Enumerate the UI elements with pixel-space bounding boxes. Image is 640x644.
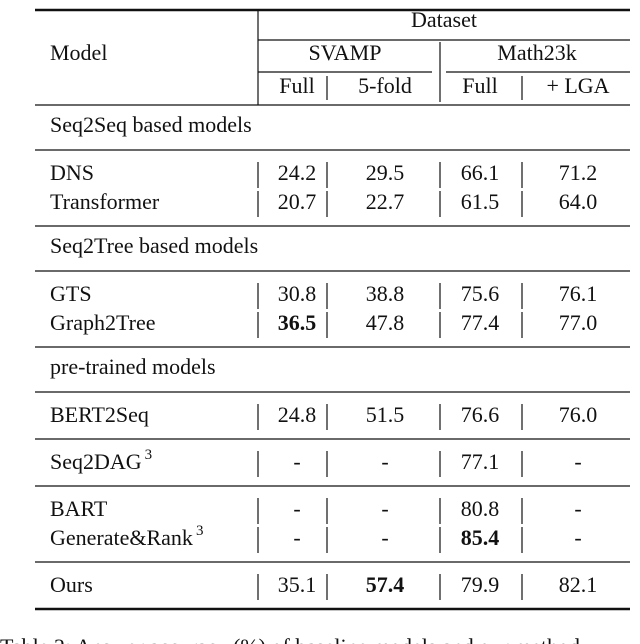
cell-value: 51.5 [366, 402, 405, 427]
cell-value: - [381, 525, 388, 550]
model-name: Graph2Tree [50, 310, 156, 335]
cell-value: - [293, 496, 300, 521]
cell-value: 77.0 [559, 310, 598, 335]
model-name: BART [50, 496, 108, 521]
model-name: Ours [50, 572, 93, 597]
model-name: Generate&Rank 3 [50, 523, 203, 550]
cell-value: 61.5 [461, 189, 500, 214]
model-label: BART [50, 496, 108, 521]
model-label: Ours [50, 572, 93, 597]
cell-value: 71.2 [559, 160, 598, 185]
cell-value: 77.4 [461, 310, 500, 335]
model-label: BERT2Seq [50, 402, 149, 427]
cell-value: 79.9 [461, 572, 500, 597]
cell-value: 85.4 [461, 525, 500, 550]
section-title: Seq2Tree based models [50, 233, 258, 258]
column-header: + LGA [546, 73, 609, 98]
footnote-mark: 3 [145, 447, 153, 463]
cell-value: 77.1 [461, 449, 500, 474]
cell-value: - [293, 449, 300, 474]
cell-value: - [381, 449, 388, 474]
model-label: DNS [50, 160, 94, 185]
model-label: Seq2DAG [50, 449, 142, 474]
column-header: Full [279, 73, 314, 98]
cell-value: 38.8 [366, 281, 405, 306]
cell-value: 36.5 [278, 310, 317, 335]
group-header: SVAMP [309, 40, 382, 65]
model-name: BERT2Seq [50, 402, 149, 427]
cell-value: 22.7 [366, 189, 405, 214]
cell-value: 75.6 [461, 281, 500, 306]
cell-value: 24.8 [278, 402, 317, 427]
cell-value: 29.5 [366, 160, 405, 185]
cell-value: 30.8 [278, 281, 317, 306]
cell-value: - [293, 525, 300, 550]
cell-value: - [574, 449, 581, 474]
cell-value: 66.1 [461, 160, 500, 185]
caption: Table 2: Answer accuracy (%) of baseline… [0, 634, 580, 644]
group-header: Math23k [497, 40, 576, 65]
cell-value: 76.1 [559, 281, 598, 306]
cell-value: 35.1 [278, 572, 317, 597]
cell-value: 57.4 [366, 572, 405, 597]
model-name: GTS [50, 281, 92, 306]
model-label: GTS [50, 281, 92, 306]
cell-value: 76.6 [461, 402, 500, 427]
cell-value: 82.1 [559, 572, 598, 597]
model-label: Generate&Rank [50, 525, 193, 550]
model-header: Model [50, 40, 107, 65]
cell-value: 20.7 [278, 189, 317, 214]
section-title: pre-trained models [50, 354, 216, 379]
footnote-mark: 3 [196, 523, 204, 539]
cell-value: 80.8 [461, 496, 500, 521]
cell-value: - [381, 496, 388, 521]
column-header: 5-fold [358, 73, 412, 98]
cell-value: - [574, 496, 581, 521]
cell-value: 76.0 [559, 402, 598, 427]
cell-value: 47.8 [366, 310, 405, 335]
model-label: Transformer [50, 189, 160, 214]
model-name: DNS [50, 160, 94, 185]
dataset-header: Dataset [411, 7, 477, 32]
section-title: Seq2Seq based models [50, 112, 252, 137]
cell-value: 64.0 [559, 189, 598, 214]
cell-value: - [574, 525, 581, 550]
cell-value: 24.2 [278, 160, 317, 185]
column-header: Full [462, 73, 497, 98]
model-name: Transformer [50, 189, 160, 214]
model-name: Seq2DAG 3 [50, 447, 152, 474]
model-label: Graph2Tree [50, 310, 156, 335]
